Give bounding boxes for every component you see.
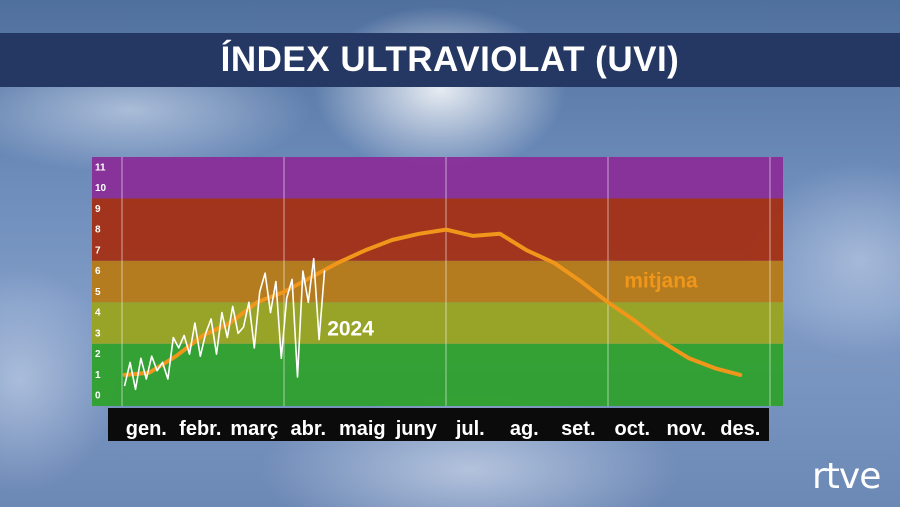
y-tick-label: 6 — [95, 266, 101, 277]
rtve-logo: rtve — [812, 456, 881, 497]
x-tick-label: febr. — [179, 418, 221, 440]
uv-band-0 — [92, 343, 783, 406]
x-tick-label: gen. — [126, 418, 167, 440]
y-tick-label: 3 — [95, 328, 101, 339]
y-tick-label: 9 — [95, 204, 101, 215]
x-tick-label: abr. — [291, 418, 327, 440]
x-tick-label: oct. — [615, 418, 651, 440]
series-annotation: mitjana — [624, 270, 698, 293]
uv-band-4 — [92, 157, 783, 199]
title-bar: ÍNDEX ULTRAVIOLAT (UVI) — [0, 33, 900, 87]
x-tick-label: març — [230, 418, 278, 440]
x-tick-label: jul. — [455, 418, 485, 440]
uv-band-1 — [92, 302, 783, 344]
series-line-mitjana — [122, 227, 743, 377]
y-tick-label: 11 — [95, 162, 106, 173]
uv-band-2 — [92, 260, 783, 303]
y-tick-label: 10 — [95, 183, 107, 194]
y-tick-label: 1 — [95, 370, 101, 381]
y-tick-label: 2 — [95, 349, 101, 360]
x-tick-label: juny — [395, 418, 438, 440]
series-line-2024 — [123, 257, 326, 391]
chart-title: ÍNDEX ULTRAVIOLAT (UVI) — [220, 40, 680, 79]
x-tick-label: maig — [339, 418, 386, 440]
month-axis-bar — [108, 408, 769, 441]
series-annotation: 2024 — [327, 317, 374, 340]
x-tick-label: des. — [720, 418, 760, 440]
y-tick-label: 7 — [95, 245, 101, 256]
y-tick-label: 8 — [95, 225, 101, 236]
x-tick-label: ag. — [510, 418, 539, 440]
x-tick-label: nov. — [666, 418, 706, 440]
x-tick-label: set. — [561, 418, 595, 440]
y-tick-label: 5 — [95, 287, 101, 298]
y-tick-label: 0 — [95, 391, 101, 402]
y-tick-label: 4 — [95, 308, 101, 319]
